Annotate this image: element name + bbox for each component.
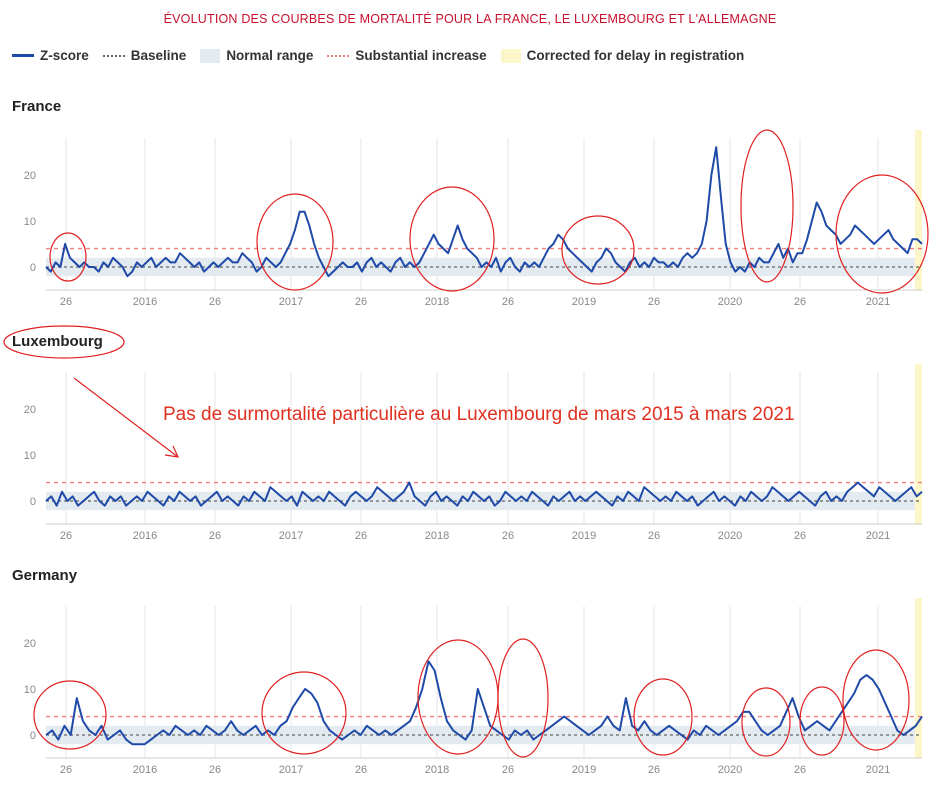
legend-label: Substantial increase (355, 48, 487, 63)
x-tick-label: 26 (209, 296, 221, 308)
highlight-circle (3, 325, 125, 359)
highlight-circle (835, 174, 929, 294)
delay-correction-swatch (500, 48, 521, 63)
highlight-circle (842, 649, 910, 751)
panel-title-france: France (12, 98, 62, 115)
y-tick-label: 10 (24, 216, 36, 228)
highlight-circle (409, 186, 495, 292)
y-tick-label: 20 (24, 404, 36, 416)
y-tick-label: 0 (30, 730, 36, 742)
x-tick-label: 2016 (133, 764, 157, 776)
x-tick-label: 2020 (718, 296, 742, 308)
annotation-arrowhead (164, 445, 180, 458)
legend-label: Baseline (130, 48, 187, 63)
y-tick-label: 10 (24, 450, 36, 462)
x-tick-label: 2019 (572, 296, 596, 308)
highlight-circle (561, 215, 635, 285)
x-tick-label: 26 (502, 296, 514, 308)
x-tick-label: 2021 (866, 530, 890, 542)
substantial-increase-swatch (327, 54, 350, 57)
z-score-series-line (45, 481, 923, 507)
x-tick-label: 2018 (425, 530, 449, 542)
x-tick-label: 26 (60, 296, 72, 308)
legend-item-substantial-increase[interactable]: Substantial increase (327, 48, 487, 63)
highlight-circle (799, 686, 845, 756)
chart-title: ÉVOLUTION DES COURBES DE MORTALITÉ POUR … (163, 12, 777, 26)
x-tick-label: 26 (648, 296, 660, 308)
x-tick-label: 2017 (279, 296, 303, 308)
baseline-swatch (102, 54, 125, 57)
legend-item-z-score[interactable]: Z-score (12, 48, 89, 63)
z-score-series-line (45, 660, 923, 746)
x-tick-label: 2021 (866, 764, 890, 776)
y-tick-label: 20 (24, 170, 36, 182)
x-tick-label: 26 (502, 530, 514, 542)
highlight-circle (49, 232, 87, 282)
y-tick-label: 10 (24, 684, 36, 696)
y-tick-label: 0 (30, 496, 36, 508)
x-tick-label: 26 (648, 530, 660, 542)
legend-item-delay-correction[interactable]: Corrected for delay in registration (500, 48, 745, 63)
highlight-circle (497, 638, 549, 758)
highlight-circle (633, 678, 693, 756)
luxembourg-chart: 0 10 20 26 2016 26 2017 26 2018 26 2019 26 2020 26 202… (24, 364, 923, 542)
y-tick-label: 0 (30, 262, 36, 274)
x-tick-label: 2018 (425, 764, 449, 776)
x-tick-label: 26 (355, 296, 367, 308)
x-tick-label: 26 (209, 764, 221, 776)
x-tick-label: 2019 (572, 530, 596, 542)
highlight-circle (740, 129, 794, 283)
x-tick-label: 26 (209, 530, 221, 542)
panel-title-luxembourg: Luxembourg (12, 333, 103, 350)
annotation-text: Pas de surmortalité particulière au Luxe… (163, 404, 795, 425)
x-tick-label: 2021 (866, 296, 890, 308)
legend-label: Corrected for delay in registration (526, 48, 745, 63)
delay-correction-band (915, 364, 922, 524)
z-score-swatch (12, 54, 34, 57)
x-tick-label: 26 (794, 296, 806, 308)
x-tick-label: 2016 (133, 296, 157, 308)
highlight-circle (417, 639, 499, 755)
x-tick-label: 26 (60, 530, 72, 542)
x-tick-label: 2020 (718, 764, 742, 776)
y-tick-label: 20 (24, 638, 36, 650)
x-tick-label: 2017 (279, 764, 303, 776)
germany-chart: 0 10 20 26 2016 26 2017 26 2018 26 2019 26 2020 26 202… (24, 598, 923, 776)
x-tick-label: 26 (794, 530, 806, 542)
x-tick-label: 26 (60, 764, 72, 776)
normal-range-swatch (200, 48, 221, 63)
x-tick-label: 2019 (572, 764, 596, 776)
x-tick-label: 26 (502, 764, 514, 776)
legend-label: Normal range (226, 48, 314, 63)
highlight-circle (256, 193, 334, 291)
z-score-series-line (45, 146, 923, 278)
x-tick-label: 26 (355, 530, 367, 542)
highlight-circle (741, 687, 791, 757)
delay-correction-band (915, 598, 922, 758)
x-tick-label: 2017 (279, 530, 303, 542)
legend: Z-score Baseline Normal range Substantia… (12, 48, 758, 63)
x-tick-label: 2016 (133, 530, 157, 542)
legend-label: Z-score (40, 48, 89, 63)
x-tick-label: 2018 (425, 296, 449, 308)
legend-item-baseline[interactable]: Baseline (102, 48, 187, 63)
delay-correction-band (915, 130, 922, 290)
x-tick-label: 2020 (718, 530, 742, 542)
legend-item-normal-range[interactable]: Normal range (200, 48, 313, 63)
highlight-circle (261, 671, 347, 755)
x-tick-label: 26 (648, 764, 660, 776)
x-tick-label: 26 (794, 764, 806, 776)
panel-title-germany: Germany (12, 567, 78, 584)
annotation-arrow (73, 377, 179, 458)
highlight-circle (33, 680, 107, 750)
x-tick-label: 26 (355, 764, 367, 776)
